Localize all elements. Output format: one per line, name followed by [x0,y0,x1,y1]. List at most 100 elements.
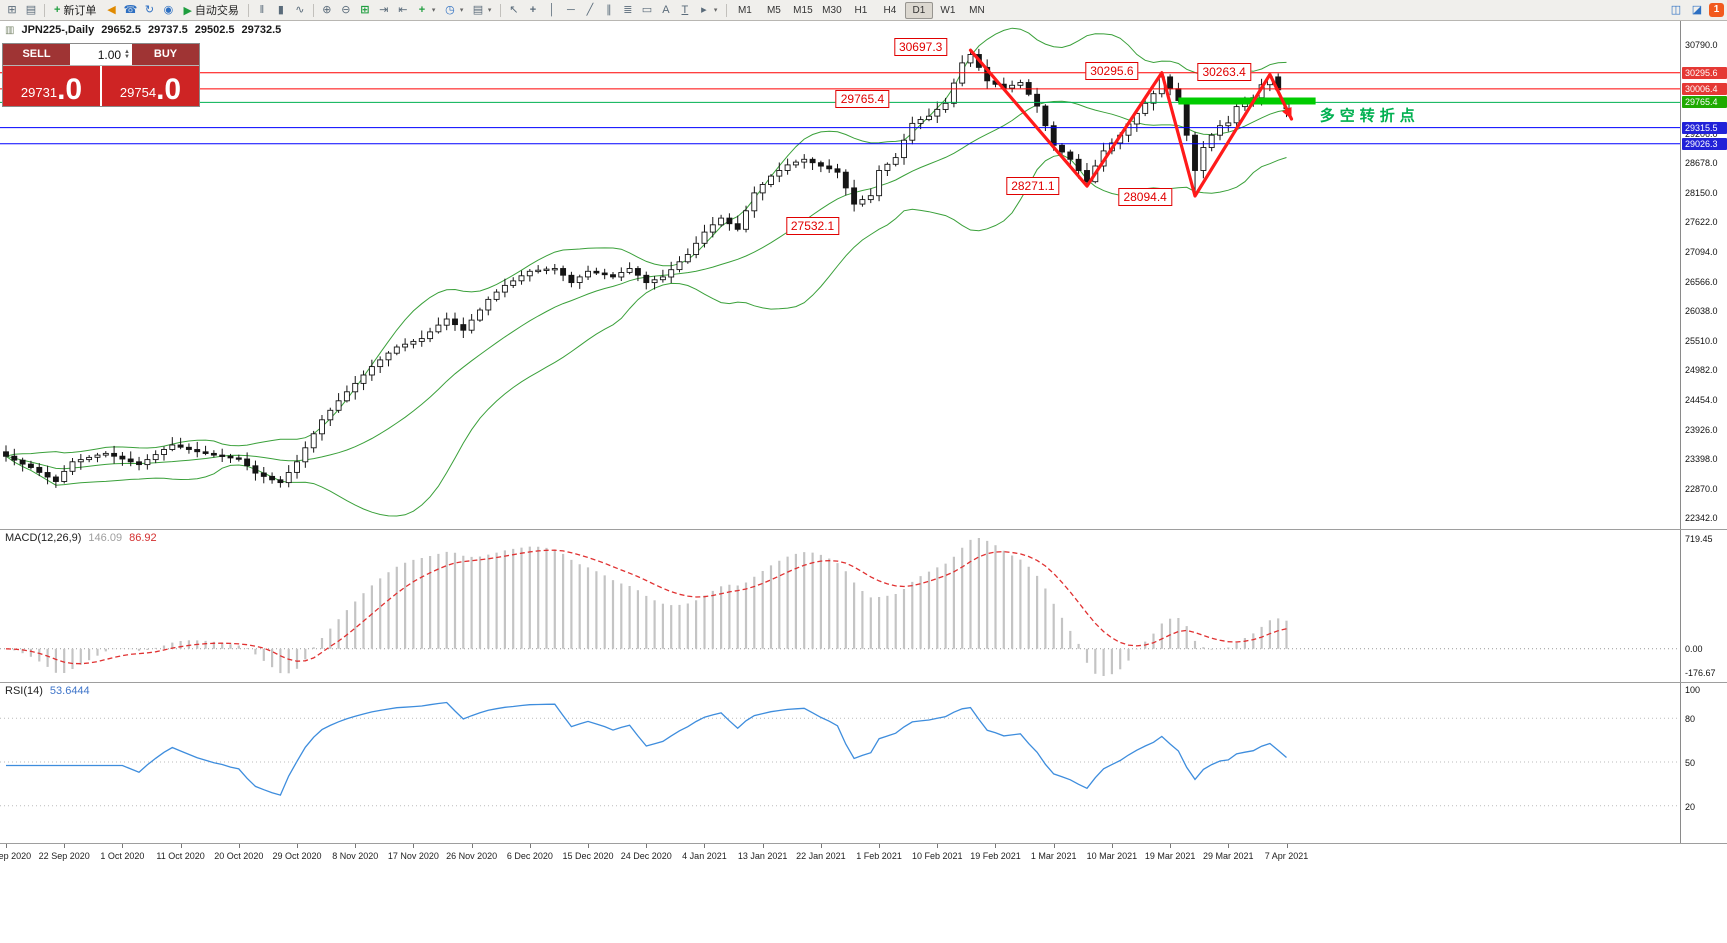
periods-dropdown-icon[interactable]: ▾ [459,7,464,14]
sell-price-int: 29731 [20,85,58,100]
tile-windows-icon[interactable]: ⊞ [360,4,370,16]
time-label: 10 Mar 2021 [1086,851,1138,861]
toolbar-separator [44,3,45,17]
time-axis[interactable]: 11 Sep 2020 22 Sep 2020 1 Oct 2020 11 Oct 2… [0,844,1727,864]
time-label: 1 Oct 2020 [100,851,145,861]
volume-value: 1.00 [97,47,122,62]
rsi-axis[interactable]: 100 80 50 20 [1680,683,1727,843]
horizontal-line-icon[interactable]: ─ [567,4,575,16]
sell-price[interactable]: 29731 .0 [3,66,102,106]
zoom-out-icon[interactable]: ⊖ [341,4,351,16]
cursor-icon[interactable]: ↖ [509,4,519,16]
macd-main-value: 146.09 [88,532,123,544]
time-label: 7 Apr 2021 [1264,851,1309,861]
timeframe-H4[interactable]: H4 [883,4,897,16]
terminal-panel-icon[interactable]: ◪ [1691,4,1703,16]
periods-icon[interactable]: ◷ [445,4,455,16]
notification-badge[interactable]: 1 [1709,3,1724,17]
price-tick-label: 30790.0 [1685,40,1718,50]
time-label: 4 Jan 2021 [682,851,727,861]
time-tick [588,844,590,848]
time-tick [762,844,764,848]
buy-button[interactable]: BUY [132,44,199,65]
vertical-line-icon[interactable]: │ [548,4,556,16]
arrows-icon[interactable]: ▸ [701,4,707,16]
price-tick-label: 23926.0 [1685,424,1718,435]
price-tick-label: 29206.0 [1685,128,1718,139]
time-tick [180,844,182,848]
support-icon[interactable]: ◉ [163,4,174,16]
timeframe-M5[interactable]: M5 [766,4,781,16]
price-tick-label: 26038.0 [1685,306,1718,317]
rsi-label: RSI(14) 53.6444 [5,685,90,697]
macd-label: MACD(12,26,9) 146.09 86.92 [5,532,157,544]
macd-axis[interactable]: 719.45 0.00 -176.67 [1680,530,1727,682]
timeframe-M1[interactable]: M1 [737,4,752,16]
chart-shift-icon[interactable]: ⇤ [398,4,408,16]
sell-button[interactable]: SELL [3,44,70,65]
auto-scroll-icon[interactable]: ⇥ [379,4,389,16]
low-value: 29502.5 [194,24,235,36]
trendline-icon[interactable]: ╱ [586,4,594,16]
shapes-icon[interactable]: ▭ [641,4,653,16]
time-tick [646,844,648,848]
price-tick-label: 24982.0 [1685,365,1718,376]
price-tick-label: 27094.0 [1685,247,1718,258]
candlestick-chart-icon[interactable]: ▮ [277,4,284,16]
text-icon[interactable]: A [662,4,670,16]
price-axis[interactable]: 30790.030262.029734.029206.028678.028150… [1680,21,1727,529]
templates-dropdown-icon[interactable]: ▾ [487,7,492,14]
timeframe-M15[interactable]: M15 [793,4,813,16]
timeframe-MN[interactable]: MN [969,4,985,16]
new-order-button[interactable]: + 新订单 [49,2,101,18]
timeframe-H1[interactable]: H1 [854,4,868,16]
chart-area: 30790.030262.029734.029206.028678.028150… [0,21,1727,942]
toolbar-separator [725,3,727,17]
bar-chart-icon[interactable]: ‖ [259,4,265,16]
timeframe-D1[interactable]: D1 [904,1,933,19]
price-chart-canvas[interactable] [0,21,1681,529]
announcement-icon[interactable]: ◀ [107,4,116,16]
new-chart-icon[interactable]: ⊞ [7,4,17,16]
fibonacci-icon[interactable]: ≣ [623,4,633,16]
time-label: 19 Feb 2021 [970,851,1021,861]
auto-trading-button[interactable]: ▶ 自动交易 [178,2,243,18]
profiles-icon[interactable]: ▤ [25,4,37,16]
crosshair-icon[interactable]: + [529,4,537,16]
refresh-icon[interactable]: ↻ [144,4,155,16]
price-tick-label: 22870.0 [1685,483,1718,494]
axis-price-badge: 30295.6 [1682,66,1727,79]
volume-stepper[interactable]: ▲ ▼ [124,48,130,60]
time-label: 26 Nov 2020 [446,851,498,861]
templates-icon[interactable]: ▤ [472,4,484,16]
axis-price-badge: 29315.5 [1682,121,1727,134]
rsi-tick-label: 100 [1685,685,1701,695]
timeframe-W1[interactable]: W1 [940,4,956,16]
chart-icon: ▥ [5,24,15,36]
time-label: 8 Nov 2020 [332,851,379,861]
line-chart-icon[interactable]: ∿ [295,4,305,16]
rsi-pane: 100 80 50 20 RSI(14) 53.6444 [0,683,1727,844]
time-label: 24 Dec 2020 [620,851,672,861]
indicators-icon[interactable]: + [418,4,426,16]
one-click-trading-panel: SELL 1.00 ▲ ▼ BUY 29731 .0 29754 .0 [2,43,200,107]
volume-input[interactable]: 1.00 ▲ ▼ [70,44,132,65]
text-label-icon[interactable]: T [681,4,689,16]
macd-chart-canvas[interactable] [0,530,1681,682]
toolbar-separator [312,3,314,17]
buy-price[interactable]: 29754 .0 [102,66,199,106]
time-tick [6,844,7,848]
indicators-dropdown-icon[interactable]: ▾ [431,7,436,14]
timeframe-M30[interactable]: M30 [822,4,842,16]
macd-tick-label: -176.67 [1685,668,1716,678]
price-tick-label: 28150.0 [1685,187,1718,198]
zoom-in-icon[interactable]: ⊕ [322,4,332,16]
candles [3,48,1290,488]
open-value: 29652.5 [101,24,141,36]
arrows-dropdown-icon[interactable]: ▾ [713,7,718,14]
time-label: 29 Mar 2021 [1203,851,1254,861]
phone-icon[interactable]: ☎ [123,4,138,16]
market-watch-icon[interactable]: ◫ [1670,4,1682,16]
channel-icon[interactable]: ∥ [606,4,612,16]
rsi-chart-canvas[interactable] [0,683,1681,843]
